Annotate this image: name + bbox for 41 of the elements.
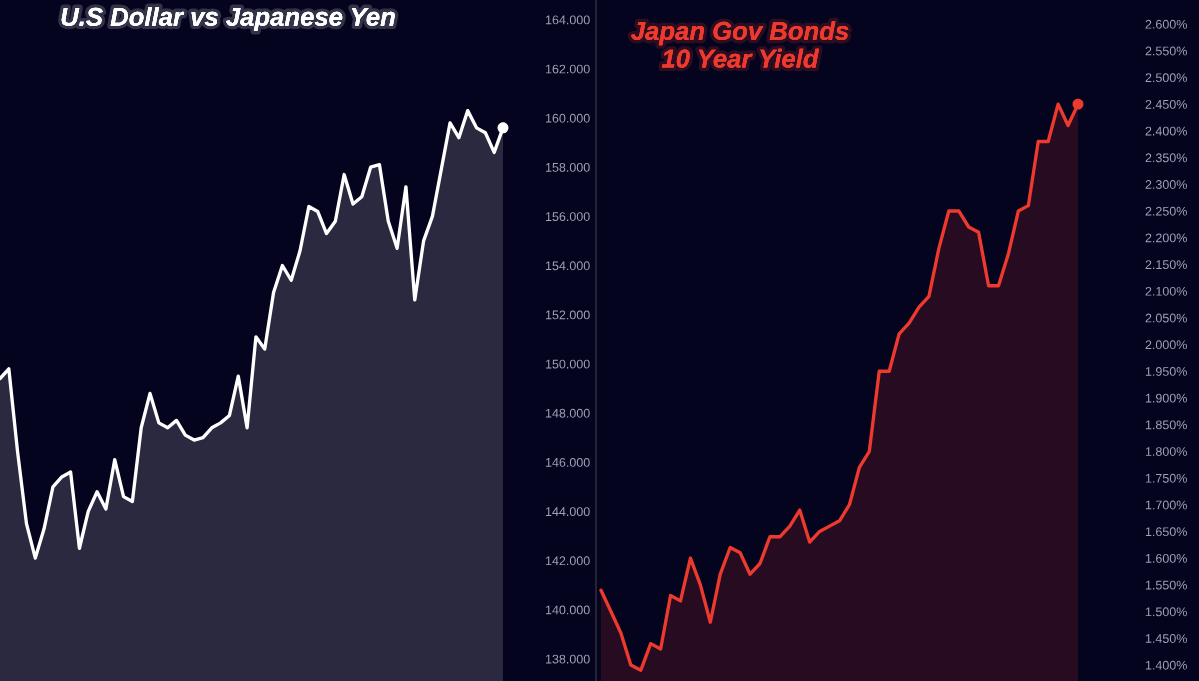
y-tick-label: 1.400% — [1145, 660, 1187, 670]
y-tick-label: 2.500% — [1145, 73, 1187, 83]
y-tick-label: 146.000 — [545, 458, 590, 467]
y-tick-label: 144.000 — [545, 507, 590, 517]
y-tick-label: 1.600% — [1145, 553, 1187, 563]
y-tick-label: 150.000 — [545, 359, 590, 369]
y-tick-label: 1.500% — [1145, 607, 1187, 617]
y-tick-label: 160.000 — [545, 113, 590, 123]
y-tick-label: 2.150% — [1145, 260, 1187, 270]
y-tick-label: 1.750% — [1145, 473, 1187, 483]
y-tick-label: 164.000 — [545, 15, 590, 25]
y-tick-label: 156.000 — [545, 212, 590, 221]
y-tick-label: 158.000 — [545, 162, 590, 172]
y-tick-label: 2.400% — [1145, 126, 1187, 136]
y-tick-label: 148.000 — [545, 408, 590, 418]
chart-title: U.S Dollar vs Japanese Yen — [61, 7, 395, 31]
y-tick-label: 2.300% — [1145, 180, 1187, 189]
y-tick-label: 2.050% — [1145, 313, 1187, 323]
y-tick-label: 2.250% — [1145, 206, 1187, 216]
y-tick-label: 1.450% — [1145, 634, 1187, 643]
y-tick-label: 140.000 — [545, 605, 590, 615]
y-tick-label: 2.450% — [1145, 99, 1187, 109]
y-tick-label: 2.000% — [1145, 340, 1187, 350]
y-tick-label: 1.550% — [1145, 580, 1187, 590]
y-tick-label: 2.350% — [1145, 153, 1187, 163]
y-tick-label: 142.000 — [545, 556, 590, 566]
y-tick-label: 1.950% — [1145, 367, 1187, 376]
y-tick-label: 1.650% — [1145, 527, 1187, 537]
y-tick-label: 154.000 — [545, 261, 590, 271]
y-tick-label: 2.200% — [1145, 233, 1187, 243]
text: Japan Gov Bonds 10 Year Yield — [631, 21, 849, 68]
y-tick-label: 2.100% — [1145, 286, 1187, 296]
y-tick-label: 1.900% — [1145, 393, 1187, 403]
y-tick-label: 152.000 — [545, 310, 590, 320]
y-tick-label: 138.000 — [545, 654, 590, 664]
y-tick-label: 1.700% — [1145, 500, 1187, 510]
y-tick-label: 1.800% — [1145, 447, 1187, 456]
y-tick-label: 162.000 — [545, 64, 590, 74]
y-tick-label: 2.550% — [1145, 46, 1187, 56]
y-tick-label: 2.600% — [1145, 19, 1187, 29]
y-tick-label: 1.850% — [1145, 420, 1187, 430]
